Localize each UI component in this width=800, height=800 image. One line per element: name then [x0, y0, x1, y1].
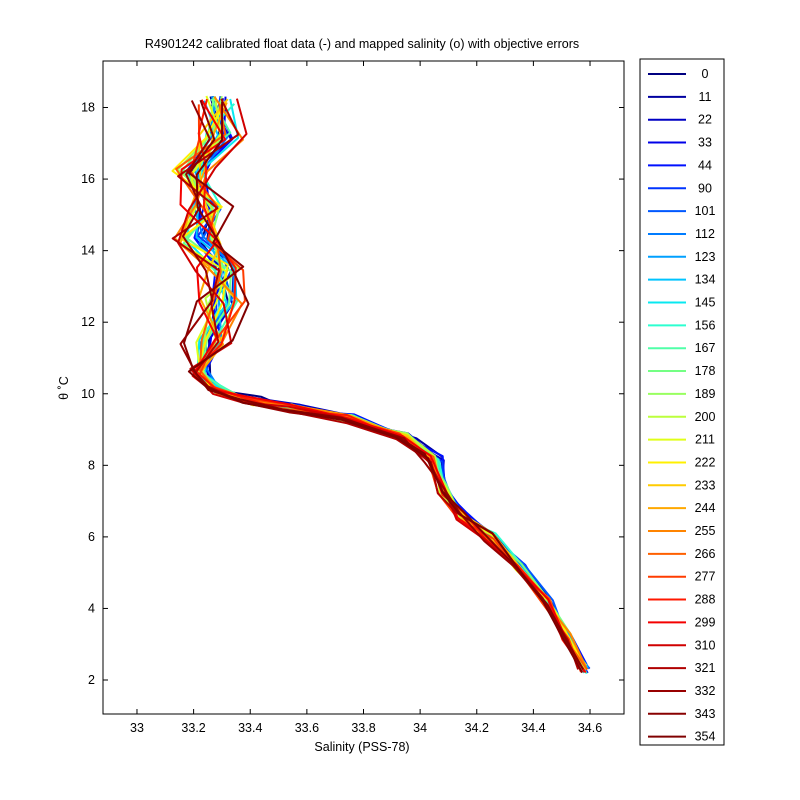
y-tick-label: 6	[88, 530, 95, 544]
x-tick-label: 33.6	[295, 721, 319, 735]
legend-label: 354	[695, 730, 716, 744]
profile-line	[189, 104, 582, 673]
legend-label: 332	[695, 684, 716, 698]
y-tick-label: 8	[88, 458, 95, 472]
legend-label: 145	[695, 296, 716, 310]
legend-label: 33	[698, 136, 712, 150]
legend-box	[639, 58, 725, 746]
y-tick-label: 18	[81, 101, 95, 115]
legend-label: 321	[695, 661, 716, 675]
plot-background	[103, 61, 624, 714]
legend-label: 244	[695, 501, 716, 515]
y-tick-label: 16	[81, 172, 95, 186]
legend-label: 288	[695, 593, 716, 607]
legend-label: 134	[695, 273, 716, 287]
x-tick-label: 33.2	[181, 721, 205, 735]
legend-label: 343	[695, 707, 716, 721]
chart-title: R4901242 calibrated float data (-) and m…	[145, 37, 579, 51]
x-tick-label: 34	[413, 721, 427, 735]
legend-label: 112	[695, 227, 715, 241]
y-tick-label: 4	[88, 601, 95, 615]
legend-label: 277	[695, 570, 716, 584]
x-tick-label: 33.8	[351, 721, 375, 735]
x-axis: 33 33.2 33.4 33.6 33.8 34 34.2 34.4 34.6	[130, 61, 602, 735]
legend-label: 266	[695, 547, 716, 561]
profile-line	[187, 101, 584, 674]
legend-label: 101	[695, 204, 716, 218]
x-tick-label: 34.2	[465, 721, 489, 735]
legend-label: 167	[695, 341, 716, 355]
y-tick-label: 10	[81, 387, 95, 401]
y-tick-label: 12	[81, 315, 95, 329]
legend-label: 233	[695, 478, 716, 492]
legend-label: 255	[695, 524, 716, 538]
legend-label: 0	[702, 67, 709, 81]
legend-label: 310	[695, 638, 716, 652]
legend-label: 178	[695, 364, 716, 378]
legend-label: 44	[698, 158, 712, 172]
legend-label: 123	[695, 250, 716, 264]
x-tick-label: 34.6	[578, 721, 602, 735]
legend-label: 156	[695, 318, 716, 332]
y-tick-label: 14	[81, 244, 95, 258]
legend: 0 11 22 33 44 90 101 112 123 134 145 156 167 178 189 20…	[639, 58, 725, 746]
legend-label: 11	[699, 90, 712, 104]
profile-line	[183, 99, 584, 670]
legend-label: 189	[695, 387, 716, 401]
legend-label: 299	[695, 615, 716, 629]
x-tick-label: 33	[130, 721, 144, 735]
x-tick-label: 34.4	[521, 721, 545, 735]
y-tick-label: 2	[88, 673, 95, 687]
legend-label: 22	[698, 113, 712, 127]
profile-lines	[171, 95, 591, 675]
legend-label: 200	[695, 410, 716, 424]
y-axis: 2 4 6 8 10 12 14 16 18	[81, 101, 624, 687]
x-axis-label: Salinity (PSS-78)	[314, 740, 409, 754]
y-axis-label: θ ˚C	[57, 376, 71, 400]
legend-label: 211	[695, 433, 715, 447]
legend-label: 222	[695, 455, 716, 469]
legend-label: 90	[698, 181, 712, 195]
x-tick-label: 33.4	[238, 721, 262, 735]
